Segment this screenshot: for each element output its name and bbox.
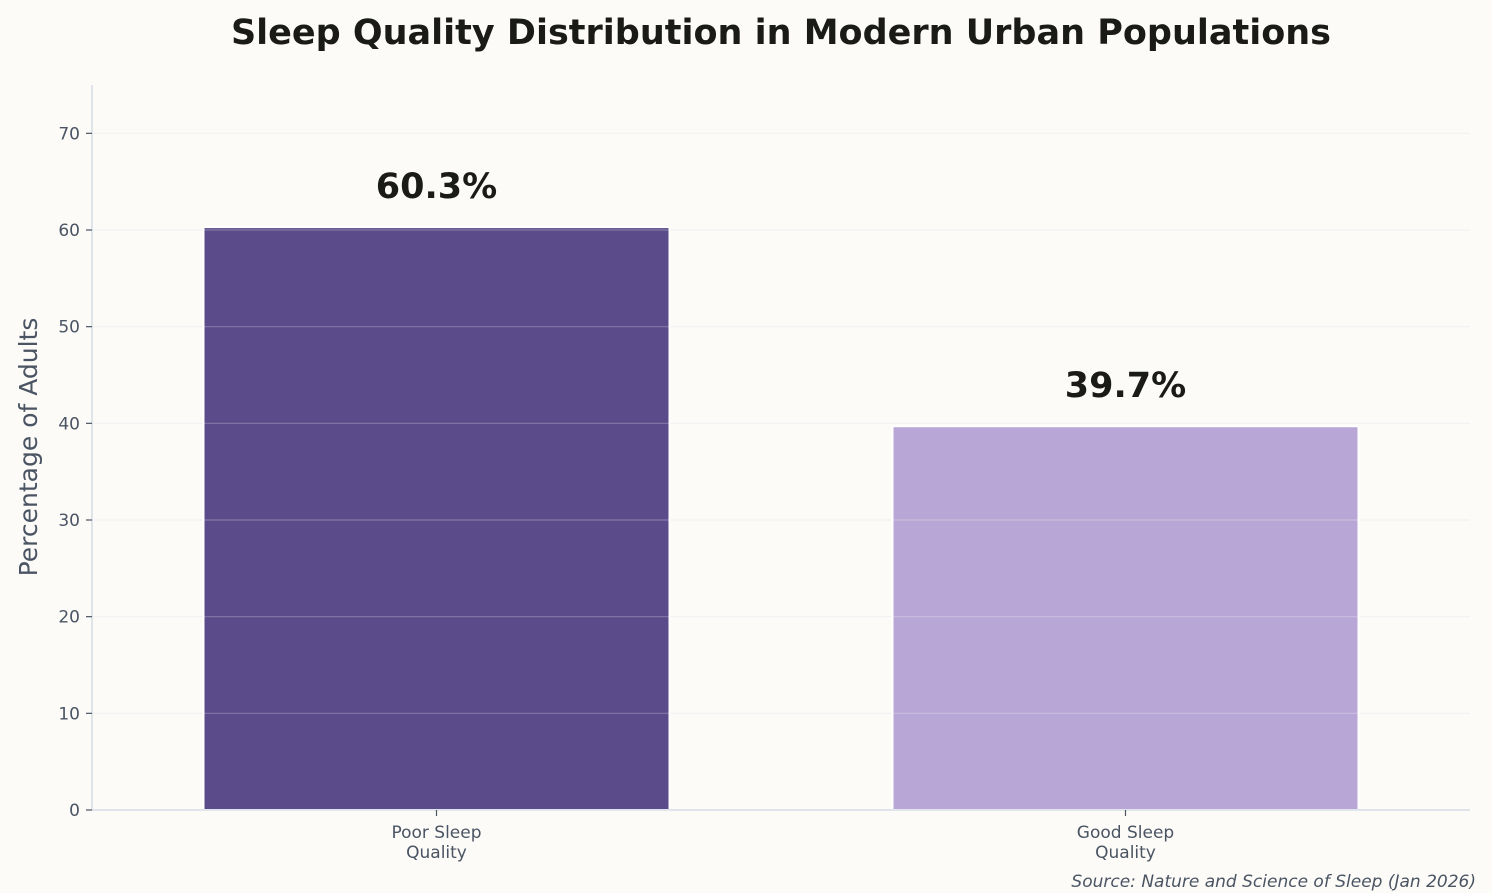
source-note: Source: Nature and Science of Sleep (Jan… [1071,872,1476,892]
chart-title: Sleep Quality Distribution in Modern Urb… [231,13,1331,53]
y-tick-label: 0 [69,801,80,821]
y-tick-label: 30 [58,511,80,531]
x-tick-label: Good Sleep [1077,823,1174,843]
data-label: 39.7% [1065,366,1186,406]
bar-0 [202,226,671,812]
y-tick-label: 70 [58,124,80,144]
y-tick-label: 40 [58,414,80,434]
x-tick-label: Quality [406,843,467,863]
y-axis-label: Percentage of Adults [14,318,43,577]
x-tick-label: Quality [1095,843,1156,863]
data-label: 60.3% [376,167,497,207]
y-tick-label: 10 [58,704,80,724]
y-tick-label: 20 [58,608,80,628]
bar-1 [891,425,1360,811]
y-tick-label: 60 [58,221,80,241]
x-tick-label: Poor Sleep [391,823,481,843]
y-tick-label: 50 [58,318,80,338]
